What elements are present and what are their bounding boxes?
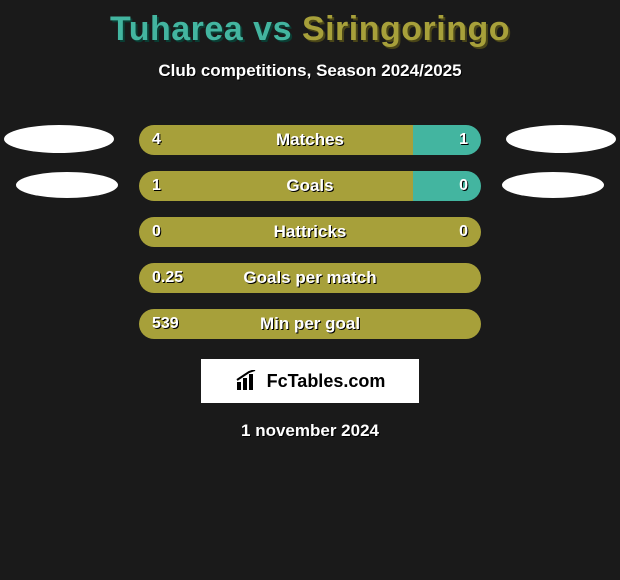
stat-value-left: 539 bbox=[152, 309, 179, 339]
stat-bar-left bbox=[139, 217, 481, 247]
date-line: 1 november 2024 bbox=[0, 421, 620, 441]
player-badge-left bbox=[16, 172, 118, 198]
stat-value-left: 1 bbox=[152, 171, 161, 201]
stat-bar bbox=[139, 309, 481, 339]
player2-name: Siringoringo bbox=[302, 10, 510, 48]
stat-row: 41Matches bbox=[0, 125, 620, 155]
stat-bar-left bbox=[139, 125, 413, 155]
brand-box: FcTables.com bbox=[201, 359, 419, 403]
stat-row: 00Hattricks bbox=[0, 217, 620, 247]
stat-bar-right bbox=[413, 171, 481, 201]
stat-bar-left bbox=[139, 171, 413, 201]
stat-row: 539Min per goal bbox=[0, 309, 620, 339]
player-badge-right bbox=[502, 172, 604, 198]
stat-bar-left bbox=[139, 263, 481, 293]
subtitle: Club competitions, Season 2024/2025 bbox=[0, 61, 620, 81]
stat-bar-right bbox=[413, 125, 481, 155]
stat-bar bbox=[139, 263, 481, 293]
stat-value-right: 0 bbox=[459, 171, 468, 201]
stats-rows: 41Matches10Goals00Hattricks0.25Goals per… bbox=[0, 125, 620, 339]
vs-word: vs bbox=[253, 10, 292, 48]
comparison-title: Tuharea vs Siringoringo bbox=[0, 0, 620, 49]
player-badge-left bbox=[4, 125, 114, 153]
stat-row: 0.25Goals per match bbox=[0, 263, 620, 293]
stat-value-right: 0 bbox=[459, 217, 468, 247]
stat-bar-left bbox=[139, 309, 481, 339]
stat-value-left: 0 bbox=[152, 217, 161, 247]
player-badge-right bbox=[506, 125, 616, 153]
chart-icon bbox=[235, 370, 261, 392]
brand-text: FcTables.com bbox=[267, 371, 386, 392]
stat-value-right: 1 bbox=[459, 125, 468, 155]
stat-value-left: 4 bbox=[152, 125, 161, 155]
stat-row: 10Goals bbox=[0, 171, 620, 201]
stat-bar bbox=[139, 125, 481, 155]
player1-name: Tuharea bbox=[110, 10, 243, 48]
stat-value-left: 0.25 bbox=[152, 263, 183, 293]
stat-bar bbox=[139, 171, 481, 201]
stat-bar bbox=[139, 217, 481, 247]
